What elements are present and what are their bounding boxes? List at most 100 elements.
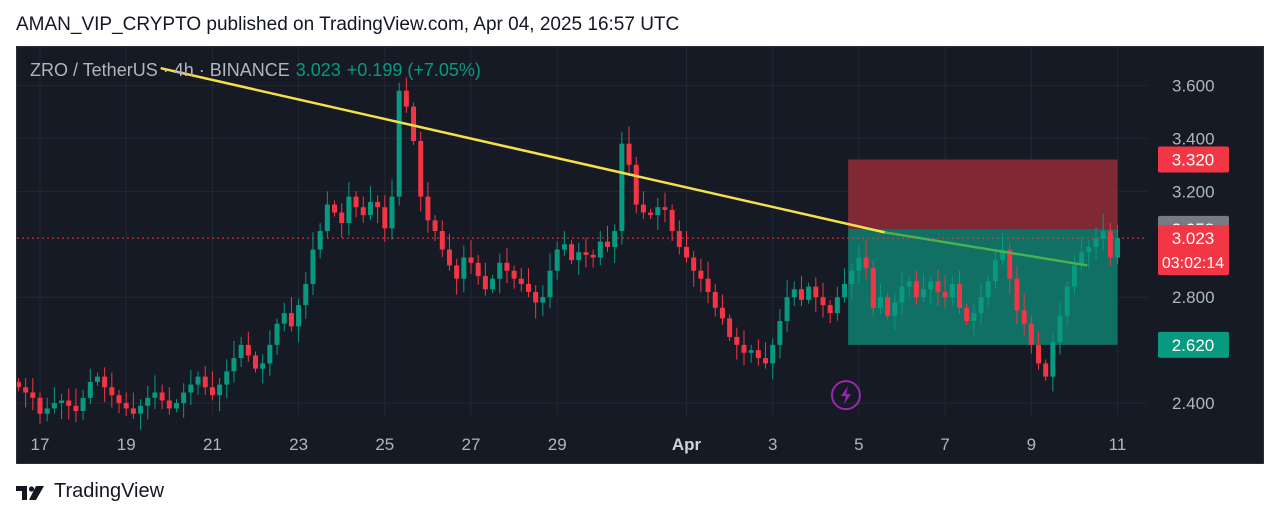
candle — [152, 375, 158, 410]
candle — [267, 330, 273, 376]
candle — [173, 399, 179, 413]
candle-body — [547, 270, 553, 298]
lightning-icon — [830, 380, 861, 411]
candle — [346, 182, 352, 236]
candle — [224, 359, 230, 399]
candle-body — [640, 204, 646, 213]
candle-body — [856, 257, 862, 271]
candle-body — [698, 270, 704, 279]
candle — [425, 182, 431, 233]
candle — [1043, 359, 1049, 381]
candle — [1000, 233, 1006, 266]
candle-body — [1028, 323, 1034, 345]
candle — [561, 231, 567, 256]
candle — [518, 268, 524, 292]
candle — [367, 186, 373, 221]
candle-body — [1014, 278, 1020, 311]
candle — [978, 282, 984, 326]
candle — [94, 372, 100, 386]
candle-body — [734, 336, 740, 345]
candle — [109, 372, 115, 408]
candle-body — [964, 307, 970, 322]
candle-body — [741, 344, 747, 353]
candle — [928, 274, 934, 306]
candle — [403, 77, 409, 113]
candle-body — [604, 241, 610, 247]
candle-body — [396, 90, 402, 197]
price-badge-countdown: 03:02:14 — [1162, 255, 1224, 272]
take-profit-zone — [848, 228, 1118, 345]
candle — [971, 303, 977, 336]
candle — [123, 392, 129, 416]
candle-body — [590, 254, 596, 258]
candle — [1050, 332, 1056, 392]
candle — [66, 388, 72, 420]
candle-body — [540, 297, 546, 303]
candle — [1021, 293, 1027, 335]
candle-body — [712, 291, 718, 308]
x-tick-label: 9 — [1027, 435, 1036, 454]
candle — [317, 223, 323, 259]
candle — [892, 293, 898, 331]
candle-body — [389, 196, 395, 229]
candle-body — [684, 246, 690, 258]
candle — [17, 377, 21, 392]
candle — [755, 339, 761, 366]
candle-body — [403, 90, 409, 107]
candle — [791, 281, 797, 307]
candle — [985, 276, 991, 308]
candle — [245, 331, 251, 362]
candle — [935, 269, 941, 306]
candle — [260, 354, 266, 384]
projection-line — [884, 231, 1088, 267]
candle-body — [676, 231, 682, 247]
candle — [525, 268, 531, 298]
candle-body — [425, 196, 431, 221]
candle-body — [561, 244, 567, 250]
candle-body — [554, 249, 560, 271]
candle — [497, 253, 503, 294]
candle — [360, 196, 366, 223]
candle — [382, 195, 388, 242]
candle — [454, 258, 460, 295]
candle — [763, 342, 769, 369]
candle — [784, 280, 790, 333]
candle — [798, 276, 804, 307]
candle — [339, 203, 345, 238]
publish-header: AMAN_VIP_CRYPTO published on TradingView… — [16, 14, 680, 35]
candle-body — [885, 297, 891, 316]
candle-body — [281, 313, 287, 324]
candle — [102, 367, 108, 403]
alert-bolt — [840, 386, 851, 405]
candle-body — [245, 344, 251, 356]
candle-body — [418, 141, 424, 197]
candle-body — [705, 278, 711, 292]
candle-body — [94, 376, 100, 382]
candle — [906, 276, 912, 297]
candle-body — [956, 283, 962, 308]
x-tick-label: 23 — [289, 435, 308, 454]
x-tick-label: 19 — [117, 435, 136, 454]
candle — [554, 241, 560, 280]
candle-body — [1100, 231, 1106, 239]
candle — [626, 126, 632, 177]
candle — [842, 268, 848, 303]
candle — [138, 399, 144, 430]
candle-body — [935, 281, 941, 292]
candle-body — [382, 207, 388, 229]
candle-body — [73, 405, 79, 412]
candle-body — [217, 384, 223, 396]
chart-area[interactable]: 2.400 2.800 3.200 3.400 3.600 17 19 21 23 25 27 29 A… — [16, 46, 1264, 464]
x-tick-label: 5 — [854, 435, 863, 454]
candle-body — [612, 231, 618, 247]
candle — [964, 303, 970, 326]
candle-body — [152, 392, 158, 398]
candle — [281, 302, 287, 332]
candle-body — [130, 408, 136, 414]
candle-body — [849, 270, 855, 284]
candle-body — [497, 262, 503, 279]
candle-body — [533, 291, 539, 303]
price-chart[interactable]: 2.400 2.800 3.200 3.400 3.600 17 19 21 23 25 27 29 A… — [17, 47, 1264, 464]
candle — [37, 392, 43, 424]
price-badge-label: 3.320 — [1172, 151, 1215, 170]
